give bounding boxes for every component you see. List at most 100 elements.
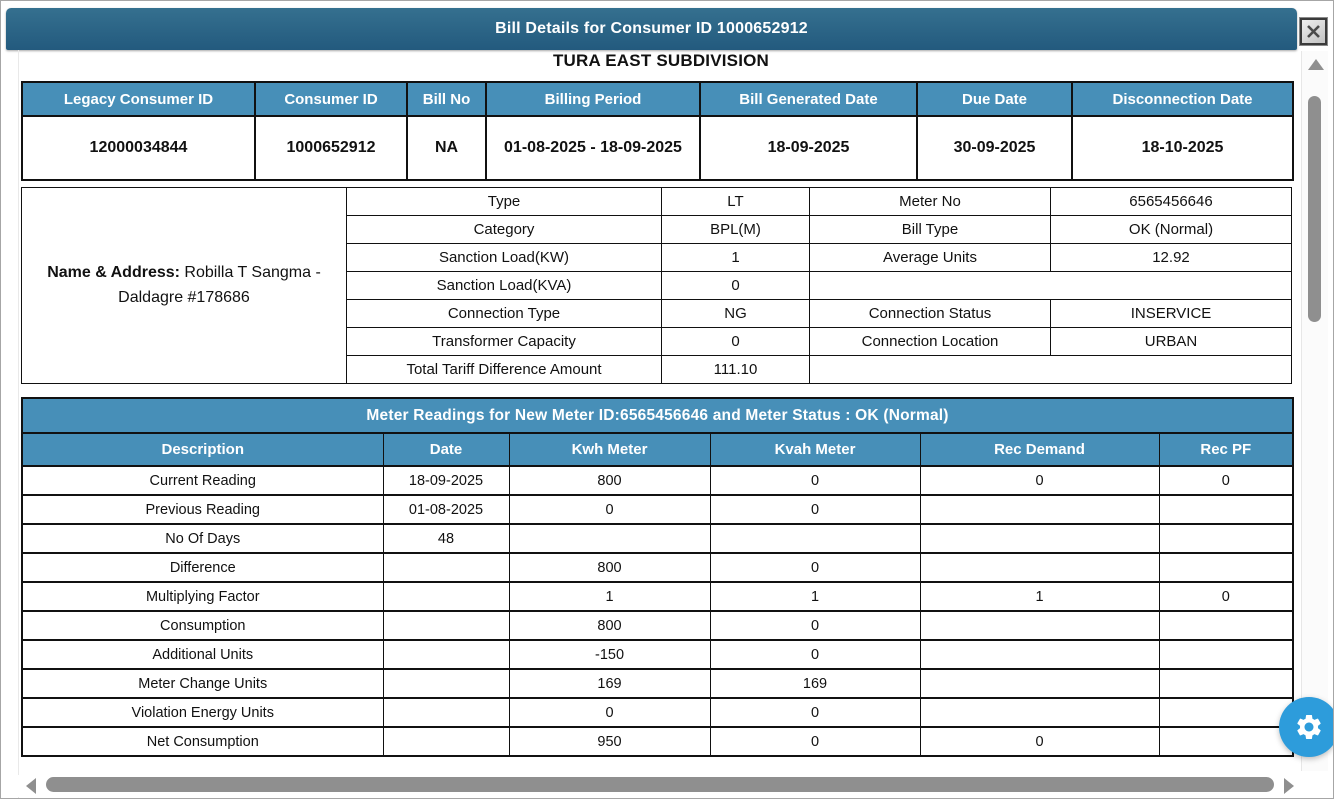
detail-label: Total Tariff Difference Amount <box>346 355 662 384</box>
detail-empty-cell <box>809 271 1292 300</box>
detail-label: Transformer Capacity <box>346 327 662 356</box>
column-header: Date <box>382 432 510 467</box>
rec-demand-value: 0 <box>919 726 1160 757</box>
detail-value: NG <box>661 299 810 328</box>
scroll-up-arrow-icon[interactable] <box>1308 59 1324 70</box>
kvah-value: 1 <box>709 581 921 612</box>
details-row: Name & Address: Robilla T Sangma - Dalda… <box>21 187 1292 384</box>
table-row: Current Reading 18-09-2025 800 0 0 0 <box>21 465 1295 496</box>
rec-demand-value <box>919 639 1160 670</box>
detail-value: BPL(M) <box>661 215 810 244</box>
rec-demand-value: 1 <box>919 581 1160 612</box>
reading-date: 01-08-2025 <box>382 494 510 525</box>
content-left-edge <box>18 50 19 798</box>
detail-label: Bill Type <box>809 215 1051 244</box>
disconnection-date: 18-10-2025 <box>1071 115 1294 181</box>
modal-title: Bill Details for Consumer ID 1000652912 <box>495 20 808 37</box>
detail-label: Connection Type <box>346 299 662 328</box>
meter-readings-banner-row: Meter Readings for New Meter ID:65654566… <box>20 397 1295 434</box>
kvah-value: 0 <box>709 697 921 728</box>
detail-value: 0 <box>661 271 810 300</box>
kvah-value: 0 <box>709 552 921 583</box>
detail-value: 1 <box>661 243 810 272</box>
modal-titlebar: Bill Details for Consumer ID 1000652912 <box>6 8 1297 50</box>
column-header: Rec Demand <box>919 432 1160 467</box>
details-row: Total Tariff Difference Amount 111.10 <box>22 355 1292 384</box>
table-row: No Of Days 48 <box>21 523 1295 554</box>
reading-description: No Of Days <box>21 523 384 554</box>
close-button[interactable] <box>1299 17 1328 46</box>
legacy-consumer-id: 12000034844 <box>21 115 256 181</box>
rec-pf-value: 0 <box>1158 581 1295 612</box>
detail-value: 6565456646 <box>1050 187 1292 216</box>
table-row: Difference 800 0 <box>21 552 1295 583</box>
detail-empty-cell <box>809 355 1292 384</box>
reading-date <box>382 610 510 641</box>
kwh-value <box>508 523 711 554</box>
table-row: Net Consumption 950 0 0 <box>21 726 1295 757</box>
kwh-value: 0 <box>508 697 711 728</box>
meter-readings-table: Meter Readings for New Meter ID:65654566… <box>20 397 1295 757</box>
reading-description: Difference <box>21 552 384 583</box>
subdivision-title: TURA EAST SUBDIVISION <box>552 51 770 70</box>
detail-value: LT <box>661 187 810 216</box>
reading-description: Multiplying Factor <box>21 581 384 612</box>
table-row: Multiplying Factor 1 1 1 0 <box>21 581 1295 612</box>
close-icon <box>1307 25 1320 38</box>
table-row: Additional Units -150 0 <box>21 639 1295 670</box>
horizontal-scrollbar[interactable] <box>18 775 1302 797</box>
kwh-value: 0 <box>508 494 711 525</box>
detail-value: 111.10 <box>661 355 810 384</box>
detail-label: Sanction Load(KVA) <box>346 271 662 300</box>
vertical-scrollbar-thumb[interactable] <box>1308 96 1321 322</box>
column-header: Consumer ID <box>254 81 408 117</box>
kwh-value: 950 <box>508 726 711 757</box>
kwh-value: 169 <box>508 668 711 699</box>
column-header: Kwh Meter <box>508 432 711 467</box>
kvah-value: 0 <box>709 639 921 670</box>
column-header: Legacy Consumer ID <box>21 81 256 117</box>
rec-pf-value <box>1158 523 1295 554</box>
detail-value: OK (Normal) <box>1050 215 1292 244</box>
rec-demand-value <box>919 552 1160 583</box>
settings-fab-button[interactable] <box>1279 697 1333 757</box>
reading-date: 48 <box>382 523 510 554</box>
rec-demand-value: 0 <box>919 465 1160 496</box>
detail-value: 12.92 <box>1050 243 1292 272</box>
detail-label: Connection Status <box>809 299 1051 328</box>
details-row: Connection Type NG Connection Status INS… <box>22 299 1292 328</box>
scroll-right-arrow-icon[interactable] <box>1284 778 1294 794</box>
reading-date <box>382 552 510 583</box>
rec-pf-value <box>1158 552 1295 583</box>
horizontal-scrollbar-thumb[interactable] <box>46 777 1274 792</box>
column-header: Rec PF <box>1158 432 1295 467</box>
bill-summary-value-row: 12000034844 1000652912 NA 01-08-2025 - 1… <box>21 115 1294 181</box>
reading-description: Violation Energy Units <box>21 697 384 728</box>
kvah-value: 0 <box>709 726 921 757</box>
scroll-left-arrow-icon[interactable] <box>26 778 36 794</box>
vertical-scrollbar[interactable] <box>1301 51 1328 771</box>
column-header: Description <box>21 432 384 467</box>
details-row: Category BPL(M) Bill Type OK (Normal) <box>22 215 1292 244</box>
kvah-value <box>709 523 921 554</box>
reading-description: Meter Change Units <box>21 668 384 699</box>
details-row: Sanction Load(KVA) 0 <box>22 271 1292 300</box>
reading-description: Net Consumption <box>21 726 384 757</box>
bill-generated-date: 18-09-2025 <box>699 115 918 181</box>
column-header: Kvah Meter <box>709 432 921 467</box>
rec-pf-value <box>1158 639 1295 670</box>
name-address-cell: Name & Address: Robilla T Sangma - Dalda… <box>21 187 347 384</box>
reading-date <box>382 726 510 757</box>
table-row: Violation Energy Units 0 0 <box>21 697 1295 728</box>
rec-pf-value <box>1158 726 1295 757</box>
name-address-value: Robilla T Sangma - Daldagre #178686 <box>118 263 321 306</box>
kwh-value: 800 <box>508 552 711 583</box>
reading-date <box>382 697 510 728</box>
kvah-value: 0 <box>709 494 921 525</box>
rec-demand-value <box>919 494 1160 525</box>
billing-period: 01-08-2025 - 18-09-2025 <box>485 115 701 181</box>
reading-description: Previous Reading <box>21 494 384 525</box>
bill-summary-table: Legacy Consumer ID Consumer ID Bill No B… <box>21 81 1294 181</box>
reading-date <box>382 639 510 670</box>
